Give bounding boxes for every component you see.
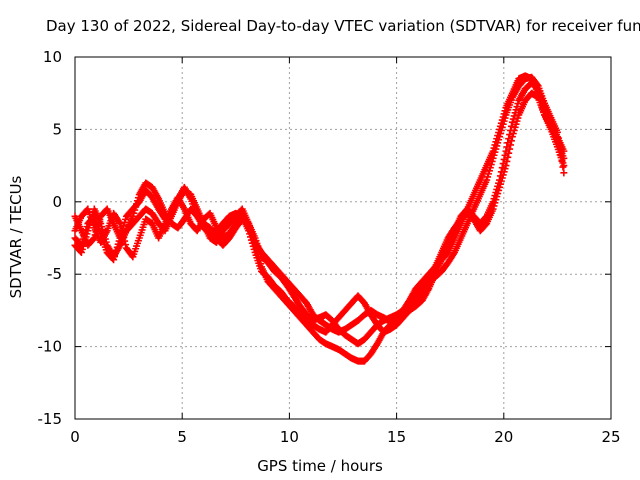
y-axis-label: SDTVAR / TECUs: [7, 175, 25, 299]
series-trace-d: [71, 73, 568, 348]
data-point-fill: [558, 157, 566, 165]
data-point-fill: [89, 235, 97, 243]
y-tick-label: -5: [47, 265, 62, 283]
data-point: [116, 220, 124, 228]
chart-title: Day 130 of 2022, Sidereal Day-to-day VTE…: [46, 17, 640, 35]
data-point-fill: [507, 137, 515, 145]
data-point-fill: [504, 153, 512, 161]
data-point-fill: [557, 151, 565, 159]
axis-ticks: [74, 56, 612, 420]
y-tick-label: -15: [38, 410, 63, 428]
data-point: [502, 162, 510, 170]
data-point-fill: [503, 157, 511, 165]
data-point-fill: [556, 146, 564, 154]
data-point-fill: [554, 134, 562, 142]
data-point-fill: [507, 141, 515, 149]
data-point-fill: [533, 81, 541, 89]
data-point: [560, 162, 568, 170]
data-point-fill: [555, 140, 563, 148]
y-tick-label: 0: [52, 193, 62, 211]
x-tick-label: 5: [177, 428, 187, 446]
data-point-fill: [559, 163, 567, 171]
data-point-fill: [506, 145, 514, 153]
data-point-fill: [505, 149, 513, 157]
x-tick-label: 15: [387, 428, 406, 446]
data-point-fill: [450, 250, 458, 258]
y-tick-label: -10: [38, 338, 63, 356]
series-markers: [71, 72, 568, 365]
data-point: [553, 128, 561, 136]
data-point-fill: [507, 122, 515, 130]
x-tick-label: 10: [280, 428, 299, 446]
x-tick-label: 25: [601, 428, 620, 446]
y-tick-label: 5: [52, 120, 62, 138]
x-axis-label: GPS time / hours: [257, 457, 383, 475]
x-tick-labels: 0 5 10 15 20 25: [70, 428, 620, 446]
y-tick-labels: -15 -10 -5 0 5 10: [38, 48, 63, 428]
data-point-fill: [122, 241, 130, 249]
x-tick-label: 0: [70, 428, 80, 446]
x-tick-label: 20: [494, 428, 513, 446]
y-tick-label: 10: [43, 48, 62, 66]
data-point: [560, 169, 568, 177]
